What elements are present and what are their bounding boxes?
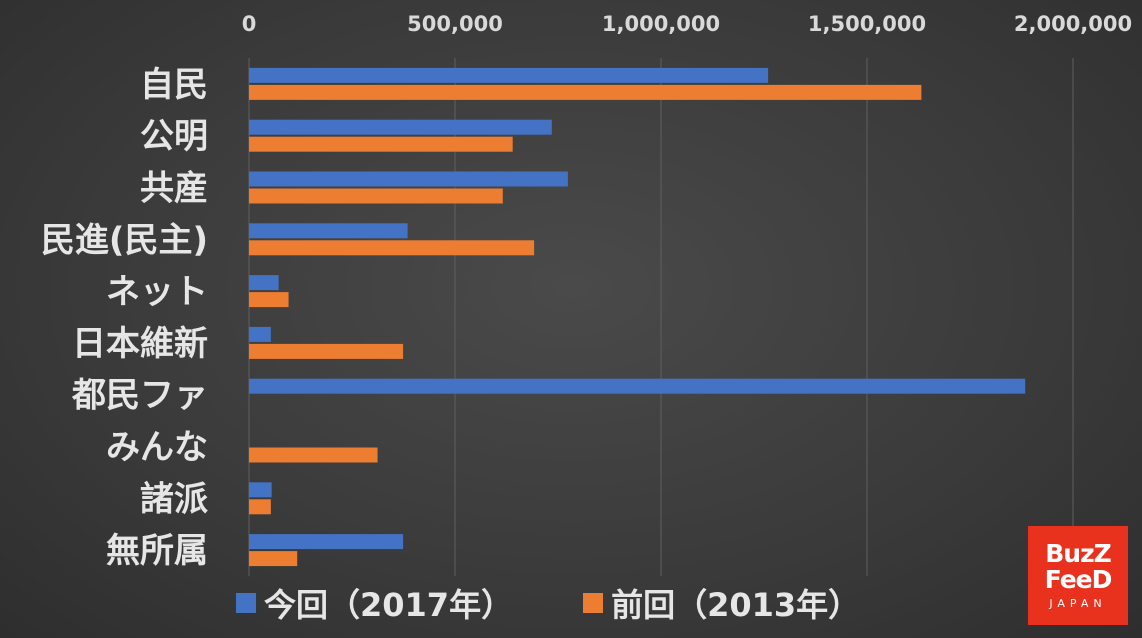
logo-line-2: FeeD xyxy=(1044,565,1113,594)
bar-2017 xyxy=(249,67,769,83)
x-tick-label: 0 xyxy=(242,12,257,36)
x-tick-label: 500,000 xyxy=(407,12,503,36)
category-label: 無所属 xyxy=(106,531,208,571)
legend-label-2013: 前回（2013年） xyxy=(611,586,861,624)
category-label: 民進(民主) xyxy=(41,220,208,260)
bar-2013 xyxy=(249,292,289,308)
category-label: 自民 xyxy=(140,65,208,105)
category-label: ネット xyxy=(106,272,208,312)
logo-line-1: BuzZ xyxy=(1045,539,1112,568)
bar-2017 xyxy=(249,119,552,135)
bar-2017 xyxy=(249,223,408,239)
bar-2017 xyxy=(249,326,271,342)
legend-swatch-2017 xyxy=(236,593,256,613)
bar-2013 xyxy=(249,188,503,204)
buzzfeed-japan-logo: BuzZ FeeD JAPAN xyxy=(1028,526,1128,625)
category-label: 都民ファ xyxy=(71,376,208,416)
bar-2017 xyxy=(249,482,272,498)
legend-item-2017: 今回（2017年） xyxy=(236,580,513,626)
bar-2013 xyxy=(249,499,271,515)
bar-2013 xyxy=(249,447,378,463)
bar-2013 xyxy=(249,551,298,567)
logo-sub: JAPAN xyxy=(1049,597,1107,610)
bar-2013 xyxy=(249,240,535,256)
category-label: 諸派 xyxy=(140,479,208,519)
legend-swatch-2013 xyxy=(583,593,604,613)
legend-label-2017: 今回（2017年） xyxy=(264,586,514,624)
bar-2017 xyxy=(249,378,1026,394)
x-tick-label: 1,000,000 xyxy=(602,12,720,36)
bar-2017 xyxy=(249,171,568,187)
bar-2013 xyxy=(249,343,404,359)
category-label: 共産 xyxy=(140,169,208,209)
legend: 今回（2017年） 前回（2013年） xyxy=(236,578,860,628)
category-label: みんな xyxy=(106,428,208,468)
category-label: 公明 xyxy=(140,117,208,157)
x-tick-label: 1,500,000 xyxy=(808,12,926,36)
x-tick-label: 2,000,000 xyxy=(1014,12,1132,36)
bar-2013 xyxy=(249,84,922,100)
bar-2013 xyxy=(249,136,513,152)
bar-2017 xyxy=(249,275,279,291)
category-label: 日本維新 xyxy=(72,324,208,364)
bar-2017 xyxy=(249,534,404,550)
legend-item-2013: 前回（2013年） xyxy=(583,580,860,626)
